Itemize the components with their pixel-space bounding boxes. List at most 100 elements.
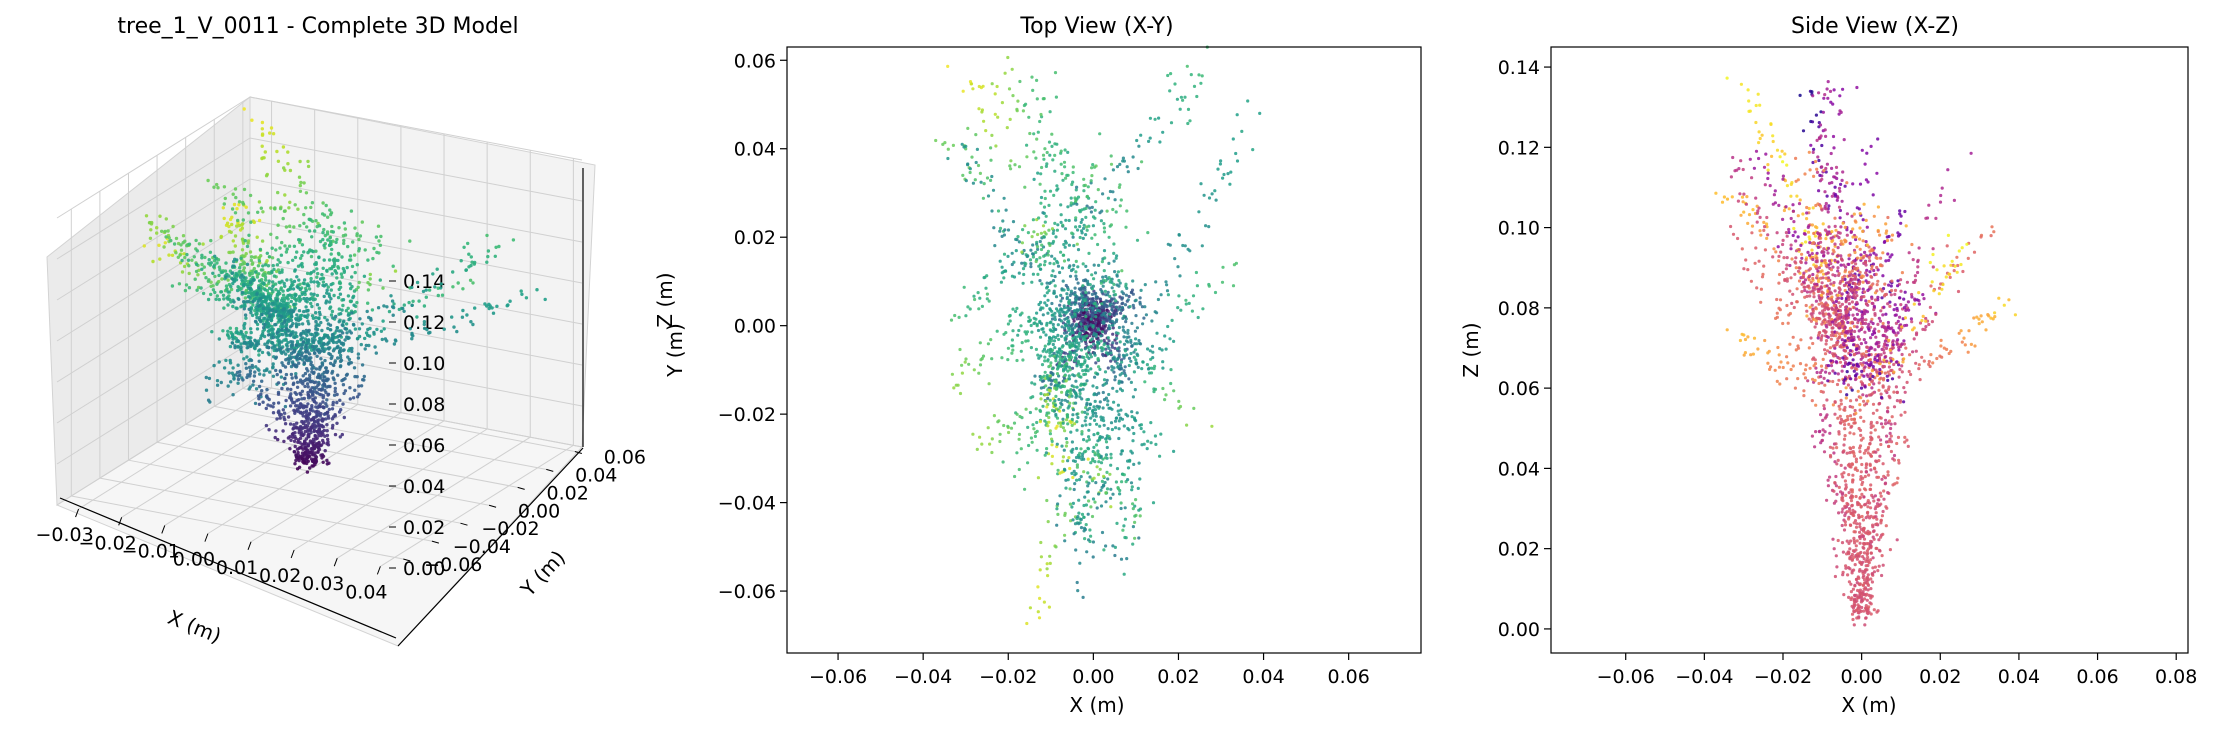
- data-point: [313, 351, 317, 355]
- data-point: [298, 356, 302, 361]
- data-point: [1040, 165, 1044, 170]
- data-point: [1046, 311, 1050, 315]
- data-point: [1097, 321, 1101, 325]
- data-point: [1002, 423, 1006, 428]
- data-point: [1062, 331, 1067, 335]
- data-point: [1163, 334, 1167, 338]
- data-point: [376, 224, 381, 228]
- data-point: [300, 451, 305, 455]
- data-point: [1089, 355, 1093, 359]
- data-point: [998, 439, 1002, 444]
- x-tick-mark-3d: [118, 517, 123, 526]
- data-point: [298, 294, 302, 299]
- data-point: [246, 345, 250, 349]
- data-point: [1084, 314, 1088, 319]
- data-point: [1006, 55, 1010, 60]
- data-point: [1108, 312, 1112, 316]
- data-point: [1064, 311, 1068, 315]
- data-point: [291, 435, 295, 439]
- data-point: [1099, 219, 1103, 223]
- data-point: [367, 315, 371, 320]
- data-point: [346, 355, 350, 359]
- data-point: [1109, 456, 1113, 460]
- data-point: [230, 222, 234, 227]
- data-point: [236, 221, 240, 225]
- data-point: [990, 450, 994, 455]
- data-point: [1045, 373, 1049, 378]
- data-point: [1137, 144, 1141, 148]
- data-point: [296, 318, 301, 323]
- data-point: [1070, 505, 1074, 509]
- data-point: [215, 294, 219, 298]
- data-point: [236, 363, 240, 367]
- grid-line: [156, 441, 490, 506]
- data-point: [298, 299, 302, 303]
- data-point: [1036, 232, 1040, 237]
- data-point: [1055, 259, 1059, 263]
- data-point: [1060, 444, 1064, 448]
- data-point: [359, 342, 363, 347]
- data-point: [306, 385, 310, 389]
- data-point: [304, 328, 308, 333]
- data-point: [292, 423, 296, 427]
- data-point: [1136, 486, 1140, 490]
- data-point: [332, 293, 336, 298]
- x-tick-mark-3d: [376, 566, 381, 575]
- data-point: [1103, 256, 1107, 260]
- data-point: [450, 315, 454, 319]
- data-point: [280, 332, 285, 337]
- data-point: [1042, 254, 1046, 258]
- data-point: [247, 291, 251, 295]
- data-point: [1068, 332, 1072, 336]
- data-point: [1015, 306, 1019, 310]
- data-point: [316, 271, 320, 276]
- data-point: [163, 241, 167, 245]
- data-point: [260, 332, 265, 336]
- data-point: [209, 280, 213, 284]
- data-point: [246, 211, 251, 215]
- data-point: [1013, 163, 1017, 167]
- data-point: [1083, 325, 1088, 329]
- data-point: [1034, 317, 1038, 321]
- data-point: [424, 288, 428, 292]
- data-point: [194, 262, 199, 267]
- data-point: [1046, 376, 1050, 380]
- data-point: [1078, 388, 1082, 392]
- data-point: [334, 240, 338, 244]
- data-point: [349, 209, 354, 213]
- data-point: [1000, 234, 1004, 238]
- data-point: [323, 378, 328, 383]
- data-point: [294, 325, 299, 329]
- data-point: [1067, 374, 1071, 378]
- data-point: [327, 407, 331, 412]
- data-point: [953, 313, 957, 318]
- data-point: [1046, 249, 1050, 253]
- data-point: [1106, 399, 1110, 403]
- data-point: [244, 205, 248, 209]
- data-point: [255, 316, 259, 320]
- data-point: [1235, 159, 1240, 163]
- data-point: [1137, 461, 1141, 465]
- data-point: [1095, 386, 1099, 390]
- data-point: [242, 326, 246, 330]
- data-point: [1132, 350, 1136, 354]
- data-point: [1102, 548, 1106, 552]
- data-point: [985, 297, 989, 301]
- data-point: [1079, 365, 1083, 369]
- data-point: [1124, 317, 1128, 321]
- data-point: [1102, 269, 1106, 273]
- data-point: [1007, 430, 1011, 435]
- data-point: [315, 267, 319, 271]
- data-point: [1036, 476, 1040, 480]
- data-point: [356, 352, 361, 356]
- data-point: [292, 450, 296, 454]
- data-point: [1037, 356, 1041, 360]
- data-point: [311, 441, 315, 446]
- data-point: [1039, 300, 1043, 304]
- data-point: [260, 301, 264, 305]
- data-point: [1068, 293, 1072, 297]
- data-point: [312, 292, 316, 296]
- data-point: [327, 341, 331, 345]
- data-point: [1112, 289, 1116, 293]
- data-point: [282, 315, 287, 319]
